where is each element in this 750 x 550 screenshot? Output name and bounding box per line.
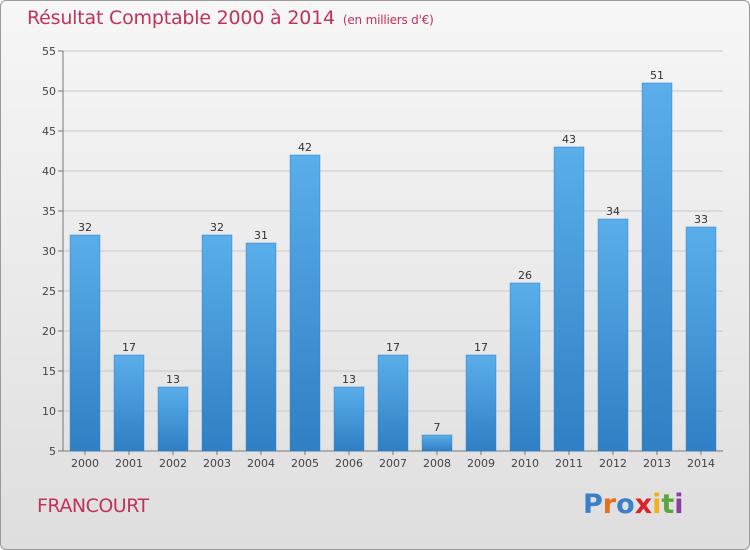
x-tick-label: 2014 (687, 457, 715, 470)
bar-2012 (597, 218, 629, 452)
bar-2004 (245, 242, 277, 452)
bar-2003 (201, 234, 233, 452)
data-label-2006: 13 (342, 373, 356, 386)
logo-letter: i (652, 489, 662, 520)
logo-letter: t (661, 489, 675, 520)
bar-2011 (553, 146, 585, 452)
x-tick-label: 2012 (599, 457, 627, 470)
commune-name: FRANCOURT (37, 495, 149, 517)
data-label-2004: 31 (254, 229, 268, 242)
x-tick-label: 2005 (291, 457, 319, 470)
data-label-2002: 13 (166, 373, 180, 386)
x-tick-label: 2013 (643, 457, 671, 470)
x-tick-label: 2002 (159, 457, 187, 470)
y-tick-label: 5 (49, 445, 56, 458)
proxiti-logo[interactable]: Proxiti (583, 489, 684, 520)
chart-subtitle: (en milliers d'€) (342, 13, 434, 27)
y-tick-label: 55 (42, 45, 56, 58)
bar-2006 (333, 386, 365, 452)
bar-2002 (157, 386, 189, 452)
x-tick-label: 2004 (247, 457, 275, 470)
y-tick-label: 15 (42, 365, 56, 378)
chart-title-text: Résultat Comptable 2000 à 2014 (27, 7, 335, 29)
data-label-2000: 32 (78, 221, 92, 234)
x-tick-label: 2008 (423, 457, 451, 470)
x-tick-label: 2007 (379, 457, 407, 470)
chart-title: Résultat Comptable 2000 à 2014 (en millie… (27, 7, 434, 29)
y-tick-label: 40 (42, 165, 56, 178)
logo-letter: r (602, 489, 617, 520)
logo-letter: P (583, 489, 603, 520)
x-tick-label: 2001 (115, 457, 143, 470)
data-label-2011: 43 (562, 133, 576, 146)
logo-letter: i (674, 489, 684, 520)
x-tick-label: 2003 (203, 457, 231, 470)
data-label-2007: 17 (386, 341, 400, 354)
x-tick-label: 2010 (511, 457, 539, 470)
y-tick-label: 35 (42, 205, 56, 218)
bar-2010 (509, 282, 541, 452)
y-tick-label: 25 (42, 285, 56, 298)
bar-2001 (113, 354, 145, 452)
x-tick-label: 2009 (467, 457, 495, 470)
bar-2013 (641, 82, 673, 452)
y-tick-label: 45 (42, 125, 56, 138)
data-label-2010: 26 (518, 269, 532, 282)
data-label-2014: 33 (694, 213, 708, 226)
x-tick-label: 2006 (335, 457, 363, 470)
y-tick-label: 20 (42, 325, 56, 338)
y-tick-label: 10 (42, 405, 56, 418)
x-tick-label: 2000 (71, 457, 99, 470)
bars (69, 82, 717, 452)
y-tick-label: 50 (42, 85, 56, 98)
logo-letter: o (616, 489, 635, 520)
data-label-2013: 51 (650, 69, 664, 82)
labels: 32 2000 17 2001 13 2002 32 2003 31 2004 42 2005 13 20… (71, 69, 715, 470)
bar-2000 (69, 234, 101, 452)
bar-2005 (289, 154, 321, 452)
bar-2014 (685, 226, 717, 452)
data-label-2005: 42 (298, 141, 312, 154)
x-tick-label: 2011 (555, 457, 583, 470)
bar-2008 (421, 434, 453, 452)
data-label-2003: 32 (210, 221, 224, 234)
y-tick-label: 30 (42, 245, 56, 258)
logo-letter: x (634, 489, 653, 520)
bar-2009 (465, 354, 497, 452)
bar-2007 (377, 354, 409, 452)
data-label-2012: 34 (606, 205, 620, 218)
data-label-2008: 7 (434, 421, 441, 434)
data-label-2001: 17 (122, 341, 136, 354)
data-label-2009: 17 (474, 341, 488, 354)
